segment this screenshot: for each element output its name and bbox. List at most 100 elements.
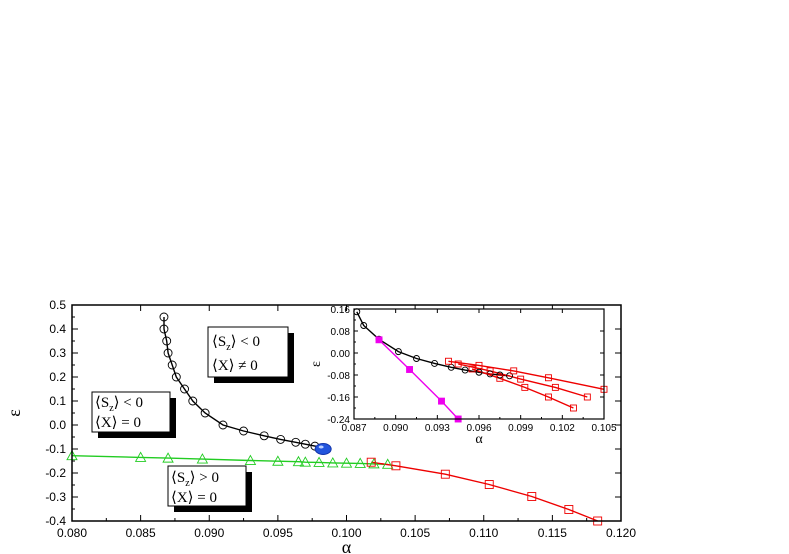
- data-point-square: [521, 383, 529, 391]
- data-point-circle: [461, 366, 469, 374]
- region-label-line1: ⟨Sz⟩ < 0: [95, 395, 143, 414]
- x-tick-label: 0.087: [341, 423, 366, 434]
- data-point-circle: [413, 355, 420, 362]
- y-tick-label: 0.08: [331, 327, 351, 338]
- data-point-circle: [394, 348, 402, 356]
- x-tick-label: 0.110: [469, 526, 498, 540]
- data-point-triangle: [327, 456, 339, 468]
- data-point-circle: [162, 336, 172, 346]
- inset-plot-frame: [353, 308, 605, 420]
- x-tick-label: 0.105: [591, 423, 616, 434]
- region-box-sz-neg-x-zero: ⟨Sz⟩ < 0 ⟨X⟩ = 0: [91, 391, 176, 438]
- region-box-sz-pos-x-zero: ⟨Sz⟩ > 0 ⟨X⟩ = 0: [167, 465, 252, 512]
- data-point-square: [391, 461, 401, 471]
- data-point-square: [468, 365, 476, 373]
- region-label-line1: ⟨Sz⟩ > 0: [171, 470, 219, 489]
- y-tick-label: 0.2: [49, 370, 66, 384]
- data-point-triangle: [299, 456, 312, 467]
- y-tick-label: -0.24: [327, 415, 350, 426]
- data-point-circle: [180, 384, 189, 394]
- data-point-square: [527, 492, 537, 501]
- region-label-line1: ⟨Sz⟩ < 0: [212, 334, 260, 353]
- y-tick-label: 0.3: [49, 346, 66, 360]
- x-tick-label: 0.120: [606, 526, 636, 540]
- data-point-circle: [171, 372, 181, 382]
- inset-chart: 0.087 0.090 0.093 0.096 0.099 0.102 0.105 0.16 0…: [309, 305, 617, 447]
- y-tick-label: -0.3: [45, 490, 66, 504]
- series-line: [371, 461, 598, 522]
- y-tick-label: -0.2: [45, 466, 66, 480]
- data-point-triangle: [292, 455, 305, 467]
- x-tick-label: 0.099: [508, 423, 533, 434]
- data-point-circle: [431, 360, 439, 367]
- region-label-line2: ⟨X⟩ = 0: [95, 415, 141, 431]
- x-tick-label: 0.115: [538, 526, 567, 540]
- data-point-square: [440, 469, 450, 479]
- series-line: [378, 339, 459, 420]
- data-point-triangle: [354, 457, 366, 468]
- x-tick-label: 0.090: [194, 526, 224, 540]
- region-label-line2: ⟨X⟩ ≠ 0: [212, 358, 258, 374]
- data-point-circle: [188, 396, 198, 406]
- data-point-circle: [159, 324, 169, 334]
- data-point-triangle: [381, 458, 394, 469]
- data-point-filled-square: [438, 397, 445, 405]
- data-point-square: [366, 457, 376, 467]
- data-point-triangle: [162, 452, 174, 463]
- series-line: [471, 368, 574, 409]
- data-point-circle: [163, 348, 173, 358]
- inset-markers: [353, 308, 608, 423]
- y-tick-label: -0.1: [45, 442, 66, 456]
- y-tick-label: 0.1: [49, 394, 66, 408]
- data-point-square: [496, 374, 504, 382]
- data-point-circle: [239, 426, 249, 436]
- data-point-triangle: [134, 451, 147, 462]
- data-point-square: [564, 505, 574, 514]
- main-plot-frame: [71, 304, 622, 522]
- data-point-triangle: [272, 455, 284, 466]
- x-tick-label: 0.096: [466, 423, 491, 434]
- x-tick-label: 0.102: [550, 423, 575, 434]
- data-point-triangle: [244, 454, 257, 465]
- y-tick-label: 0.0: [49, 418, 66, 432]
- y-tick-label: -0.08: [327, 371, 350, 382]
- y-tick-label: 0.00: [331, 349, 351, 360]
- data-point-square: [454, 360, 462, 368]
- y-tick-label: -0.16: [327, 393, 350, 404]
- inset-ticks: 0.087 0.090 0.093 0.096 0.099 0.102 0.105 0.16 0…: [327, 305, 617, 434]
- data-point-triangle: [368, 457, 380, 469]
- data-point-circle: [218, 420, 228, 430]
- main-ticks: 0.080 0.085 0.090 0.095 0.100 0.105 0.110 0.115…: [45, 298, 636, 540]
- y-tick-label: 0.16: [331, 305, 351, 316]
- inset-y-axis-label: ε: [309, 361, 324, 367]
- region-label-line2: ⟨X⟩ = 0: [171, 490, 217, 506]
- data-point-square: [544, 393, 552, 401]
- data-point-square: [444, 357, 452, 365]
- critical-point-highlight: [318, 445, 324, 449]
- data-point-square: [583, 393, 591, 401]
- data-point-circle: [159, 312, 169, 322]
- x-tick-label: 0.093: [425, 423, 450, 434]
- series-line: [448, 360, 605, 390]
- data-point-square: [484, 480, 494, 489]
- data-point-circle: [200, 408, 210, 418]
- data-point-triangle: [196, 453, 209, 464]
- data-point-circle: [259, 431, 269, 441]
- data-point-circle: [291, 437, 301, 447]
- inset-x-axis-label: α: [475, 432, 483, 447]
- main-y-axis-label: ε: [4, 409, 24, 417]
- data-point-triangle: [313, 456, 325, 467]
- data-point-square: [517, 375, 525, 383]
- series-line: [71, 455, 388, 466]
- y-tick-label: 0.5: [49, 298, 66, 312]
- x-tick-label: 0.090: [383, 423, 408, 434]
- data-point-square: [569, 404, 577, 412]
- x-tick-label: 0.100: [331, 526, 361, 540]
- data-point-square: [475, 361, 483, 369]
- data-point-circle: [276, 434, 286, 444]
- data-point-filled-square: [375, 336, 383, 344]
- data-point-square: [551, 383, 559, 391]
- data-point-square: [510, 367, 518, 375]
- x-tick-label: 0.095: [263, 526, 293, 540]
